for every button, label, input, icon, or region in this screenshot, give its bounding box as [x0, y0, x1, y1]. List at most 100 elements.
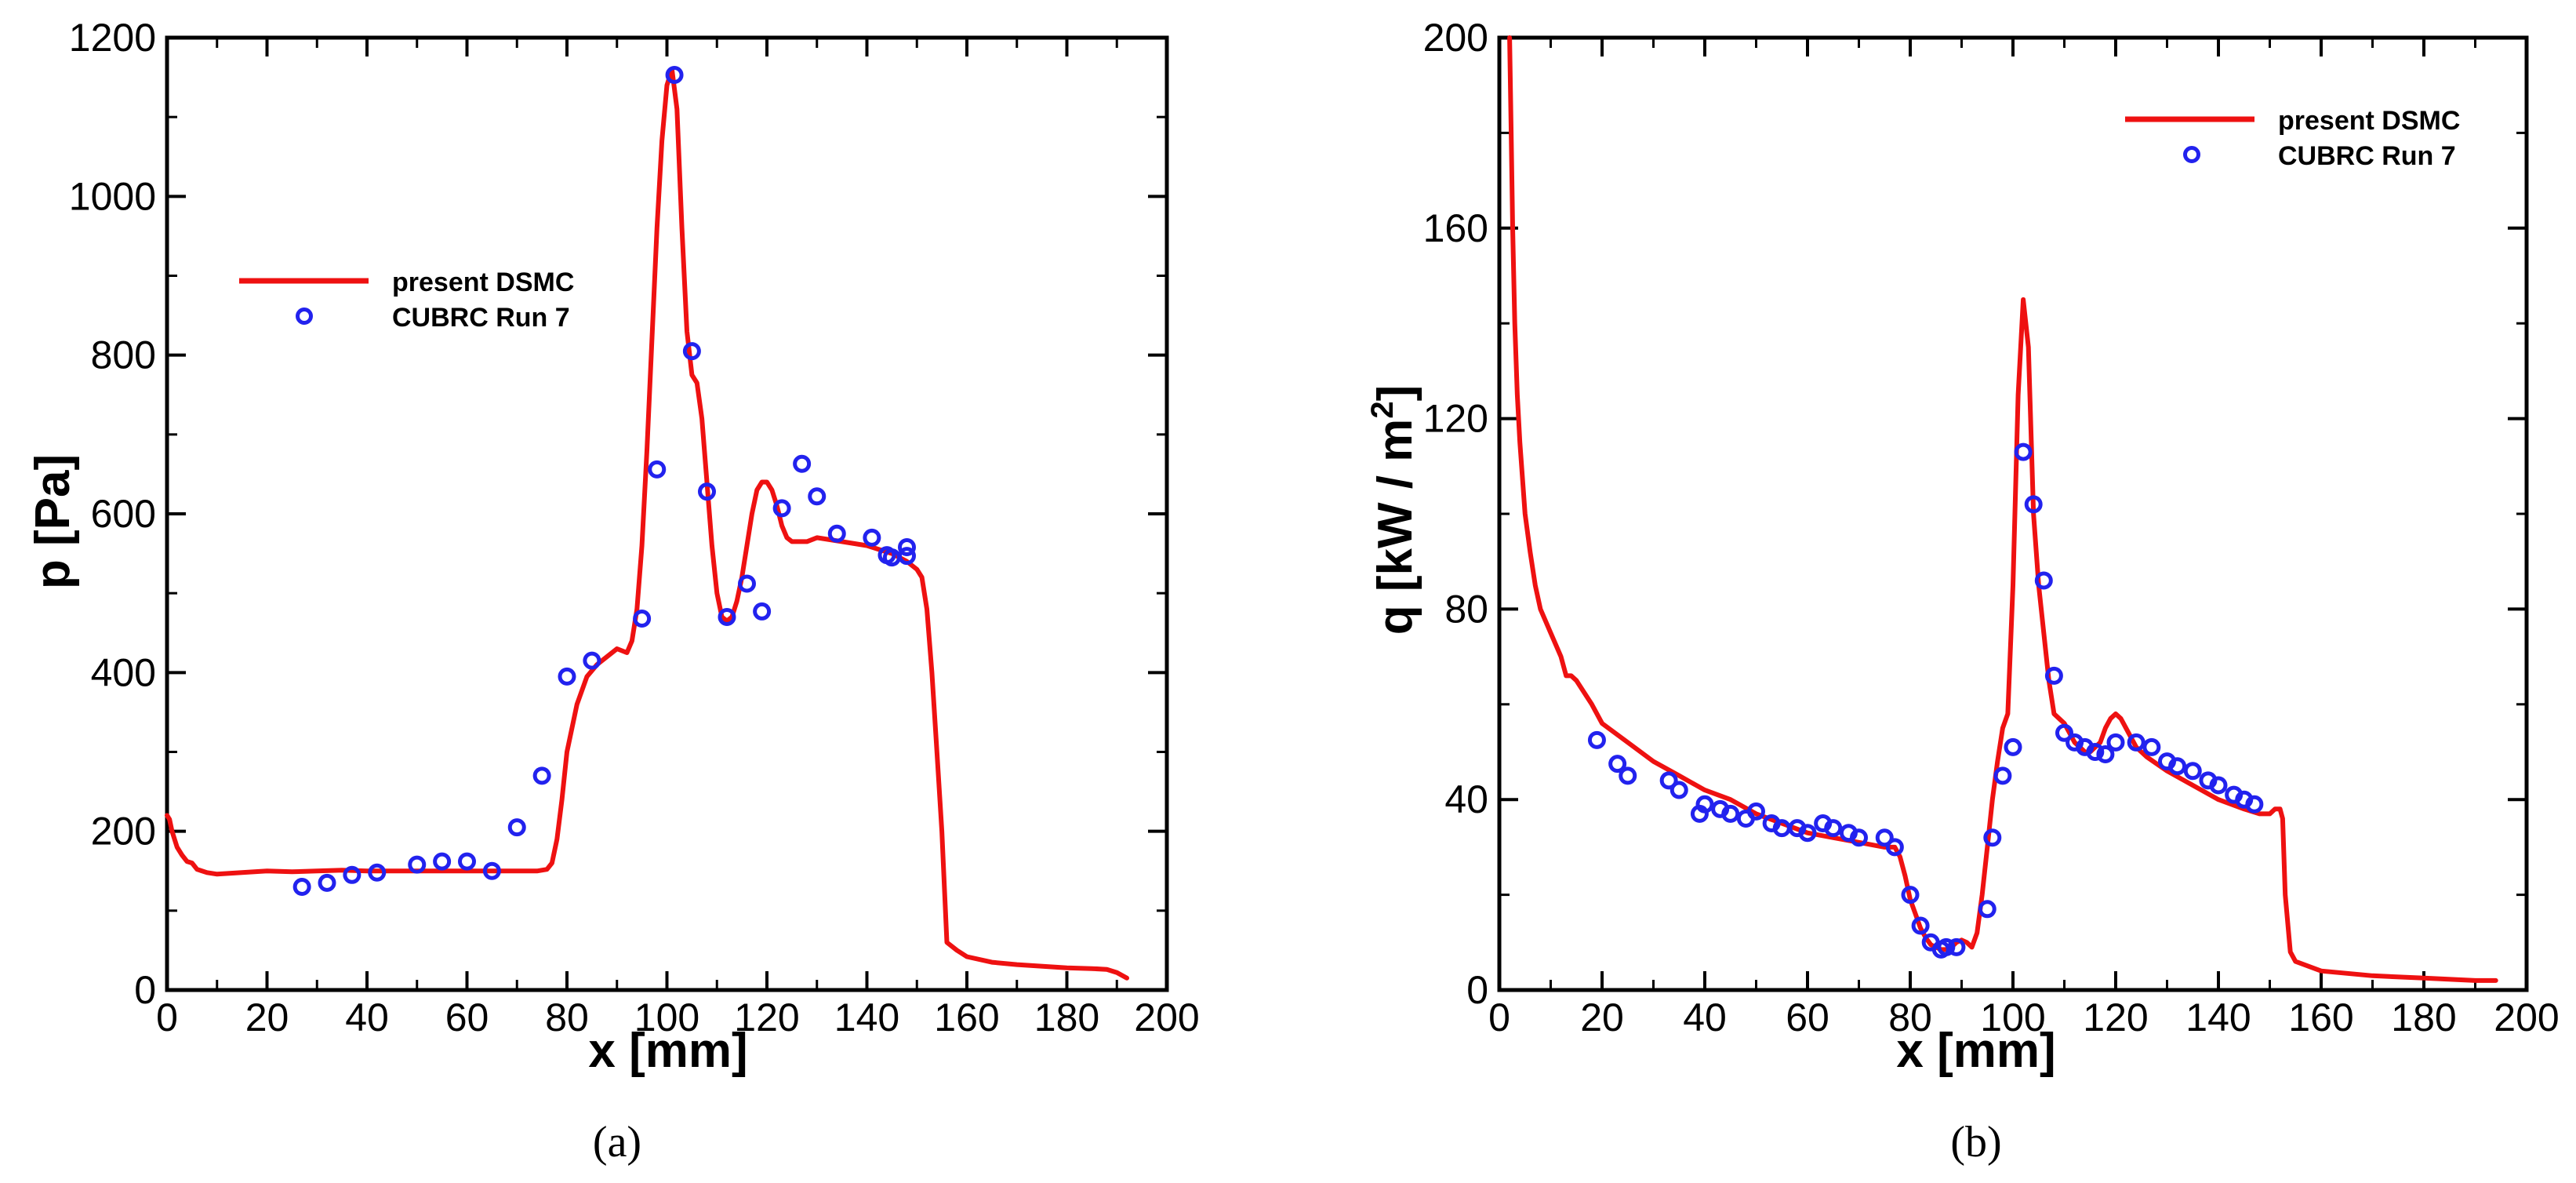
panel-b-legend-label-cubrc: CUBRC Run 7	[2278, 141, 2456, 171]
panel-a-plot-frame	[165, 35, 1169, 992]
panel-b-data-point	[2024, 495, 2043, 514]
panel-a-y-tick-label: 1000	[69, 174, 156, 218]
panel-b-ylabel-sup: 2	[1365, 401, 1400, 418]
panel-b-y-tick-label: 40	[1444, 777, 1488, 821]
panel-b-data-point	[2044, 666, 2063, 685]
panel-a-x-tick-label: 0	[156, 996, 178, 1039]
panel-b-data-point	[2245, 795, 2264, 814]
panel-b-x-tick-label: 60	[1786, 996, 1829, 1039]
panel-b-data-point	[2168, 757, 2187, 776]
panel-a-data-point	[408, 855, 427, 874]
panel-a-data-point	[718, 608, 736, 627]
panel-b-y-tick-label: 200	[1423, 16, 1488, 60]
panel-a-data-point	[532, 766, 551, 785]
panel-b-data-point	[2209, 776, 2228, 795]
panel-a-data-point	[583, 651, 601, 670]
panel-b-data-point	[2034, 571, 2053, 590]
panel-a-data-point	[827, 524, 846, 543]
panel-a-legend-marker-swatch	[296, 308, 313, 325]
panel-a-x-tick-label: 160	[934, 996, 999, 1039]
panel-b-data-point	[2127, 733, 2145, 752]
panel-b-data-point	[1798, 824, 1817, 843]
panel-a-data-point	[507, 818, 526, 837]
panel-b-data-point	[1608, 755, 1627, 774]
panel-a-data-point	[558, 667, 576, 686]
panel-a-x-tick-label: 20	[245, 996, 289, 1039]
panel-b-caption: (b)	[1950, 1118, 2001, 1167]
panel-b-y-tick-label: 160	[1423, 206, 1488, 250]
panel-a-legend-label-dsmc: present DSMC	[392, 268, 574, 297]
panel-a-data-point	[648, 460, 667, 479]
panel-b-data-point	[1993, 766, 2012, 785]
panel-a-data-point	[863, 528, 881, 547]
panel-b-data-point	[2014, 442, 2033, 461]
panel-b-x-tick-label: 80	[1888, 996, 1932, 1039]
panel-b-data-point	[2096, 745, 2115, 764]
panel-b-legend-marker-swatch	[2183, 146, 2200, 163]
panel-a-y-tick-label: 0	[134, 968, 156, 1012]
panel-b-ylabel-main: q [kW / m	[1368, 419, 1422, 635]
panel-a-data-point	[665, 66, 684, 85]
panel-a-data-point	[808, 487, 827, 506]
panel-b-x-tick-label: 100	[1980, 996, 2045, 1039]
panel-a-data-point	[698, 482, 716, 501]
panel-a-xlabel: x [mm]	[588, 1024, 747, 1078]
panel-b-data-point	[1901, 886, 1920, 905]
panel-b-data-point	[1911, 916, 1930, 935]
panel-b-data-point	[1850, 828, 1868, 847]
panel-b-y-tick-label: 80	[1444, 587, 1488, 631]
panel-b-ylabel: q [kW / m2]	[1365, 385, 1422, 635]
panel-a-y-tick-label: 1200	[69, 16, 156, 60]
panel-b-legend: present DSMC CUBRC Run 7	[2125, 106, 2460, 171]
panel-a-data-point	[753, 602, 772, 621]
panel-a-marks: 0 20 40 60 80 100 120 140 160 180 200 0 200 400 600 800…	[69, 16, 1200, 1039]
panel-b-data-point	[1947, 937, 1966, 956]
panel-b-data-point	[1937, 937, 1956, 956]
panel-b-x-tick-label: 140	[2185, 996, 2251, 1039]
panel-b-data-point	[1619, 766, 1637, 785]
panel-a-x-tick-label: 100	[634, 996, 699, 1039]
panel-a-x-tick-label: 40	[345, 996, 389, 1039]
panel-b-x-tick-label: 120	[2083, 996, 2148, 1039]
panel-b-data-point	[1824, 819, 1843, 838]
panel-b-data-point	[1885, 838, 1904, 857]
panel-b-legend-label-dsmc: present DSMC	[2278, 106, 2460, 136]
panel-a-data-point	[318, 873, 336, 892]
panel-b-x-tick-label: 160	[2288, 996, 2353, 1039]
panel-b-data-point	[1721, 804, 1740, 823]
panel-a-data-point	[343, 865, 362, 884]
panel-a-series-line-dsmc	[165, 67, 1129, 981]
panel-b-data-point	[1669, 781, 1688, 799]
panel-a-y-tick-label: 800	[91, 333, 156, 377]
panel-b-data-point	[2055, 723, 2073, 742]
panel-a-y-tick-label: 400	[91, 650, 156, 694]
panel-a-y-tick-label: 600	[91, 492, 156, 536]
panel-a: 0 20 40 60 80 100 120 140 160 180 200 0 200 400 600 800…	[26, 16, 1200, 1167]
panel-b-data-point	[1978, 900, 1996, 919]
panel-b-x-tick-label: 0	[1488, 996, 1510, 1039]
panel-b-data-point	[1875, 828, 1894, 847]
panel-a-ylabel: p [Pa]	[26, 454, 80, 589]
panel-a-x-tick-label: 180	[1034, 996, 1099, 1039]
panel-a-x-tick-label: 140	[834, 996, 899, 1039]
panel-a-data-point	[482, 861, 501, 880]
panel-b-data-point	[2106, 733, 2125, 752]
panel-b-data-point	[1695, 795, 1714, 814]
panel-b-x-tick-label: 40	[1683, 996, 1727, 1039]
panel-a-data-point	[898, 547, 916, 566]
panel-b-ylabel-end: ]	[1368, 385, 1422, 402]
panel-b-series-line-dsmc	[1507, 35, 2498, 983]
panel-b-xlabel: x [mm]	[1896, 1024, 2055, 1078]
panel-b-data-point	[2142, 737, 2161, 756]
panel-a-legend-label-cubrc: CUBRC Run 7	[392, 303, 570, 333]
panel-a-data-point	[682, 342, 701, 361]
panel-b-data-point	[1587, 730, 1606, 749]
panel-b-data-point	[2183, 762, 2202, 781]
panel-b-data-point	[2086, 743, 2105, 761]
panel-b-x-tick-label: 180	[2391, 996, 2456, 1039]
panel-a-caption: (a)	[593, 1118, 641, 1167]
panel-a-data-point	[898, 537, 916, 556]
panel-a-data-point	[433, 852, 452, 871]
panel-b: 0 20 40 60 80 100 120 140 160 180 200 0 40 80 120 160 20…	[1365, 16, 2560, 1167]
